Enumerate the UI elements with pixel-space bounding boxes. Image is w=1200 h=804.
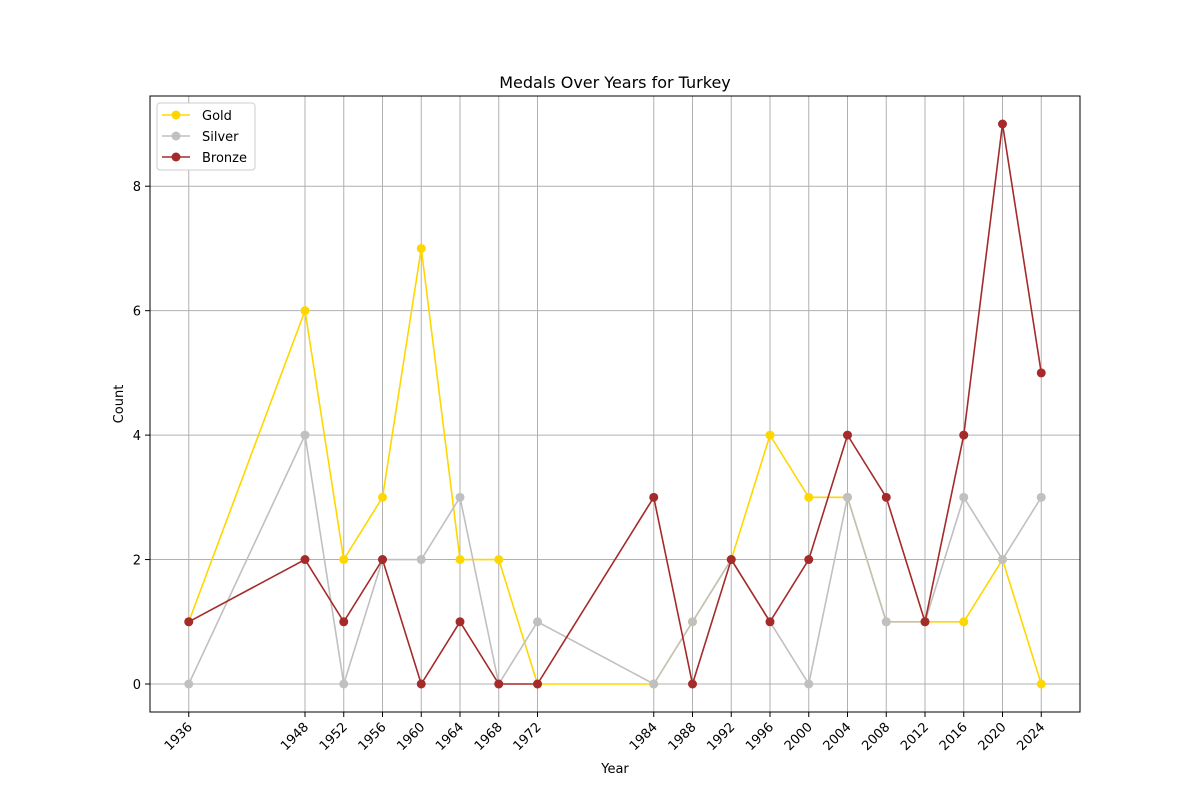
bronze-point <box>765 617 775 627</box>
bronze-legend-label: Bronze <box>202 151 247 166</box>
silver-point <box>998 555 1007 565</box>
silver-point <box>804 679 814 689</box>
bronze-series <box>184 119 1046 689</box>
bronze-point <box>184 617 194 627</box>
bronze-point <box>649 492 659 502</box>
bronze-line <box>188 123 1043 688</box>
silver-point <box>649 679 659 689</box>
y-tick-label: 2 <box>133 554 141 569</box>
grid-layer <box>150 96 1080 712</box>
bronze-point <box>881 492 891 502</box>
x-tick-label: 2024 <box>1014 720 1048 754</box>
x-tick-label: 1996 <box>743 720 777 754</box>
bronze-point <box>533 679 542 689</box>
silver-legend-marker <box>171 131 181 141</box>
silver-legend-label: Silver <box>202 130 239 145</box>
bronze-point <box>416 679 426 689</box>
x-tick-label: 1948 <box>278 720 312 754</box>
x-tick-label: 2012 <box>898 720 932 754</box>
x-tick-label: 1964 <box>433 720 467 754</box>
gold-point <box>804 492 814 502</box>
chart-title: Medals Over Years for Turkey <box>499 73 731 92</box>
gold-point <box>300 306 310 316</box>
legend-frame <box>156 102 256 171</box>
bronze-point <box>494 679 504 689</box>
bronze-point <box>300 555 310 565</box>
y-tick-label: 8 <box>133 180 141 195</box>
x-tick-label: 1960 <box>394 720 428 754</box>
x-tick-label: 1984 <box>627 720 661 754</box>
bronze-point <box>959 430 969 440</box>
bronze-point <box>843 430 852 440</box>
axes-layer: 1936 1948 1952 1956 1960 1964 1968 1972 1984 1988… <box>133 180 1049 754</box>
bronze-point <box>1036 368 1046 378</box>
bronze-point <box>455 617 465 627</box>
gold-point <box>1036 679 1046 689</box>
gold-point <box>339 555 349 565</box>
silver-point <box>184 679 194 689</box>
series-layer <box>184 119 1046 689</box>
y-tick-label: 4 <box>133 429 141 444</box>
bronze-point <box>339 617 349 627</box>
gold-line <box>188 248 1043 685</box>
plot-frame <box>149 95 1081 713</box>
x-tick-label: 1936 <box>162 720 196 754</box>
x-tick-label: 1988 <box>666 720 700 754</box>
bronze-point <box>998 119 1007 129</box>
silver-point <box>1036 492 1046 502</box>
gold-point <box>455 555 465 565</box>
gold-legend-marker <box>171 110 181 120</box>
x-axis-label: Year <box>600 762 629 777</box>
x-tick-label: 2008 <box>859 720 893 754</box>
gold-legend-label: Gold <box>202 109 232 124</box>
silver-point <box>688 617 697 627</box>
silver-point <box>455 492 465 502</box>
x-tick-label: 2000 <box>782 720 816 754</box>
y-tick-label: 6 <box>133 305 141 320</box>
silver-point <box>959 492 969 502</box>
silver-point <box>533 617 542 627</box>
silver-point <box>843 492 852 502</box>
legend: Gold Silver Bronze <box>156 102 256 171</box>
silver-point <box>416 555 426 565</box>
gold-point <box>494 555 504 565</box>
gold-point <box>765 430 775 440</box>
gold-point <box>416 243 426 253</box>
x-tick-label: 1952 <box>317 720 351 754</box>
x-tick-label: 1992 <box>704 720 738 754</box>
x-tick-label: 2016 <box>937 720 971 754</box>
bronze-point <box>920 617 930 627</box>
y-axis-label: Count <box>112 385 127 424</box>
x-tick-label: 2004 <box>821 720 855 754</box>
x-tick-label: 1956 <box>356 720 390 754</box>
silver-point <box>300 430 310 440</box>
y-tick-label: 0 <box>133 678 141 693</box>
x-tick-label: 2020 <box>976 720 1010 754</box>
bronze-legend-marker <box>171 152 181 162</box>
x-tick-label: 1972 <box>511 720 545 754</box>
bronze-point <box>726 555 736 565</box>
silver-point <box>339 679 349 689</box>
gold-point <box>378 492 387 502</box>
x-tick-label: 1968 <box>472 720 506 754</box>
silver-point <box>881 617 891 627</box>
bronze-point <box>804 555 814 565</box>
gold-point <box>959 617 969 627</box>
bronze-point <box>688 679 697 689</box>
bronze-point <box>378 555 387 565</box>
